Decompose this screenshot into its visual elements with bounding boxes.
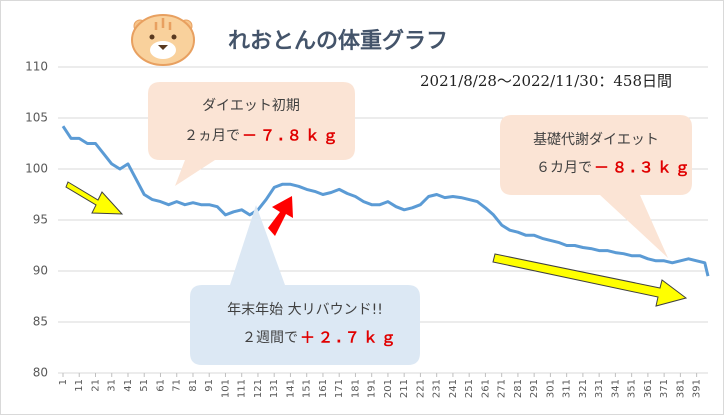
x-tick-label: 151 [302, 379, 313, 398]
callout-text: ２週間で [242, 330, 298, 346]
arrow [268, 196, 293, 236]
x-tick-label: 71 [172, 379, 183, 392]
x-tick-label: 11 [74, 379, 85, 392]
x-tick-label: 281 [513, 379, 524, 398]
callout-value: －７.８ｋｇ [242, 127, 341, 146]
chart-title: れおとんの体重グラフ [228, 28, 448, 54]
callout-text: ２ヵ月で [184, 128, 240, 144]
callout-value: －８.３ｋｇ [594, 159, 693, 178]
x-tick-label: 211 [399, 379, 410, 398]
x-tick-label: 91 [204, 379, 215, 392]
x-tick-label: 381 [675, 379, 686, 398]
x-tick-label: 21 [90, 379, 101, 392]
x-tick-label: 41 [123, 379, 134, 392]
x-tick-label: 321 [578, 379, 589, 398]
x-tick-label: 61 [155, 379, 166, 392]
x-tick-label: 31 [107, 379, 118, 392]
x-tick-label: 81 [188, 379, 199, 392]
x-tick-label: 261 [480, 379, 491, 398]
x-tick-label: 181 [350, 379, 361, 398]
callout-text: 年末年始 大リバウンド!! [227, 302, 383, 318]
x-tick-label: 111 [237, 379, 248, 398]
callout-value: ＋２.７ｋｇ [300, 329, 399, 348]
callout-text: ６カ月で [536, 160, 592, 176]
x-tick-label: 101 [220, 379, 231, 398]
x-tick-label: 361 [643, 379, 654, 398]
x-tick-label: 351 [627, 379, 638, 398]
x-tick-label: 271 [497, 379, 508, 398]
plot [61, 125, 710, 277]
x-tick-label: 221 [415, 379, 426, 398]
y-tick-label: 110 [25, 60, 48, 74]
x-tick-label: 201 [383, 379, 394, 398]
callout-text: 基礎代謝ダイエット [533, 131, 659, 148]
x-tick-label: 241 [448, 379, 459, 398]
callout-text: ダイエット初期 [202, 97, 300, 114]
x-tick-label: 171 [334, 379, 345, 398]
x-tick-label: 121 [253, 379, 264, 398]
subtitle: 2021/8/28～2022/11/30：458日間 [420, 72, 672, 90]
y-tick-label: 95 [33, 213, 48, 227]
callout: ダイエット初期 ２ヵ月で －７.８ｋｇ [148, 82, 355, 186]
x-tick-label: 191 [367, 379, 378, 398]
callout: 年末年始 大リバウンド!! ２週間で ＋２.７ｋｇ [190, 205, 420, 365]
x-tick-label: 311 [562, 379, 573, 398]
y-tick-label: 80 [33, 366, 48, 380]
arrow [492, 253, 688, 307]
y-tick-label: 90 [33, 264, 48, 278]
x-tick-label: 141 [285, 379, 296, 398]
tiger-icon [131, 14, 195, 66]
x-tick-label: 251 [464, 379, 475, 398]
y-tick-label: 105 [25, 111, 48, 125]
x-tick-label: 51 [139, 379, 150, 392]
callout: 基礎代謝ダイエット ６カ月で －８.３ｋｇ [500, 115, 693, 258]
x-tick-label: 301 [545, 379, 556, 398]
x-tick-label: 131 [269, 379, 280, 398]
arrow [65, 181, 124, 215]
x-tick-label: 291 [529, 379, 540, 398]
x-tick-label: 391 [692, 379, 703, 398]
y-tick-label: 85 [33, 315, 48, 329]
series-line [61, 125, 710, 277]
x-tick-label: 161 [318, 379, 329, 398]
x-tick-label: 371 [659, 379, 670, 398]
x-tick-label: 1 [58, 379, 69, 385]
x-tick-label: 331 [594, 379, 605, 398]
x-tick-label: 341 [610, 379, 621, 398]
x-tick-label: 231 [432, 379, 443, 398]
y-tick-label: 100 [25, 162, 48, 176]
